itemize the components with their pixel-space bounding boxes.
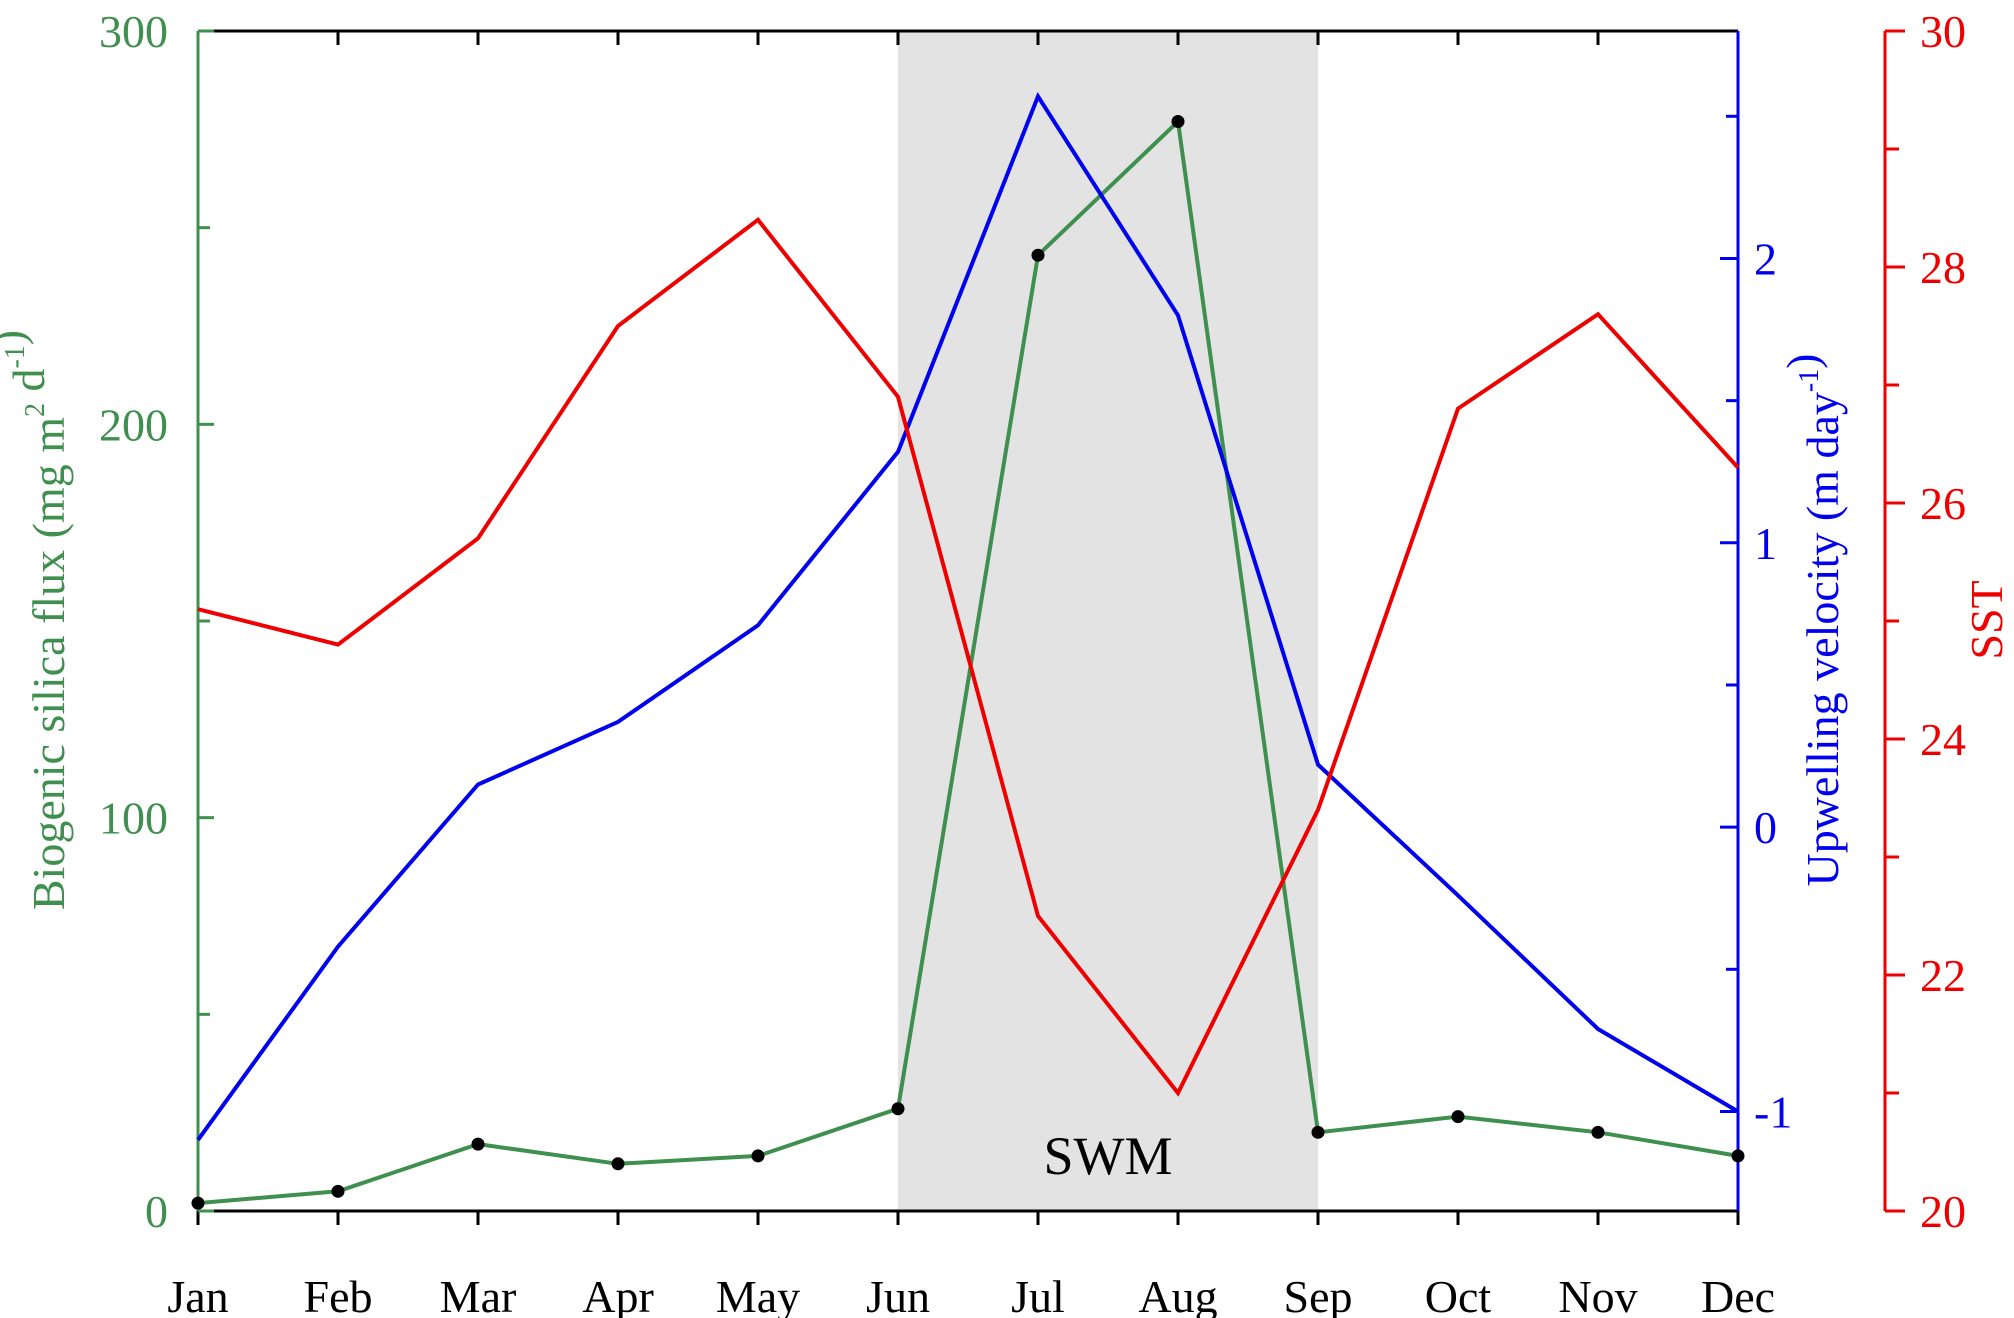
x-tick-label: Mar bbox=[440, 1271, 517, 1318]
sst-axis-tick-label: 28 bbox=[1920, 242, 1966, 293]
data-point-marker bbox=[1031, 248, 1045, 262]
sst-axis-tick-label: 20 bbox=[1920, 1186, 1966, 1237]
x-tick-label: Jul bbox=[1011, 1271, 1065, 1318]
swm-label: SWM bbox=[1043, 1126, 1172, 1186]
x-tick-label: Apr bbox=[582, 1271, 654, 1318]
text-layer: SWM Jan Feb Mar Apr May Jun Jul Aug Sep Oct Nov Dec 0… bbox=[0, 6, 2012, 1318]
sst-axis-tick-label: 22 bbox=[1920, 950, 1966, 1001]
series-line-left bbox=[197, 117, 1739, 1206]
data-point-marker bbox=[1591, 1125, 1605, 1139]
left-y-tick-label: 0 bbox=[145, 1186, 168, 1237]
x-tick-label: May bbox=[716, 1271, 800, 1318]
x-tick-label: Feb bbox=[304, 1271, 373, 1318]
data-point-marker bbox=[611, 1157, 625, 1171]
left-y-tick-label: 100 bbox=[99, 793, 168, 844]
x-tick-label: Jan bbox=[167, 1271, 228, 1318]
upwelling-axis-tick-label: 2 bbox=[1754, 233, 1777, 284]
series-layer bbox=[191, 92, 1745, 1210]
data-point-marker bbox=[751, 1149, 765, 1163]
upwelling-axis-title: Upwelling velocity (m day-1) bbox=[1777, 353, 1848, 886]
data-point-marker bbox=[1451, 1110, 1465, 1124]
axes-layer bbox=[196, 29, 1905, 1225]
x-tick-label: Sep bbox=[1284, 1271, 1353, 1318]
x-tick-label: Dec bbox=[1701, 1271, 1775, 1318]
sst-axis-tick-label: 24 bbox=[1920, 714, 1966, 765]
sst-axis-tick-label: 30 bbox=[1920, 6, 1966, 57]
upwelling-axis-tick-label: -1 bbox=[1754, 1086, 1792, 1137]
series-line-right1 bbox=[196, 92, 1740, 1142]
x-tick-label: Jun bbox=[866, 1271, 930, 1318]
series-line-right2 bbox=[197, 217, 1740, 1097]
upwelling-axis-tick-label: 1 bbox=[1754, 518, 1777, 569]
x-tick-label: Nov bbox=[1558, 1271, 1637, 1318]
data-point-marker bbox=[1311, 1125, 1325, 1139]
data-point-marker bbox=[191, 1196, 205, 1210]
sst-axis-tick-label: 26 bbox=[1920, 478, 1966, 529]
data-point-marker bbox=[331, 1184, 345, 1198]
sst-axis-title: SST bbox=[1961, 580, 2012, 659]
left-y-tick-label: 300 bbox=[99, 6, 168, 57]
data-point-marker bbox=[891, 1102, 905, 1116]
data-point-marker bbox=[1171, 114, 1185, 128]
left-y-tick-label: 200 bbox=[99, 399, 168, 450]
upwelling-axis-tick-label: 0 bbox=[1754, 802, 1777, 853]
data-point-marker bbox=[471, 1137, 485, 1151]
x-tick-label: Oct bbox=[1425, 1271, 1492, 1318]
left-y-axis-title: Biogenic silica flux (mg m2 d-1) bbox=[0, 330, 74, 910]
x-tick-label: Aug bbox=[1138, 1271, 1217, 1318]
data-point-marker bbox=[1731, 1149, 1745, 1163]
